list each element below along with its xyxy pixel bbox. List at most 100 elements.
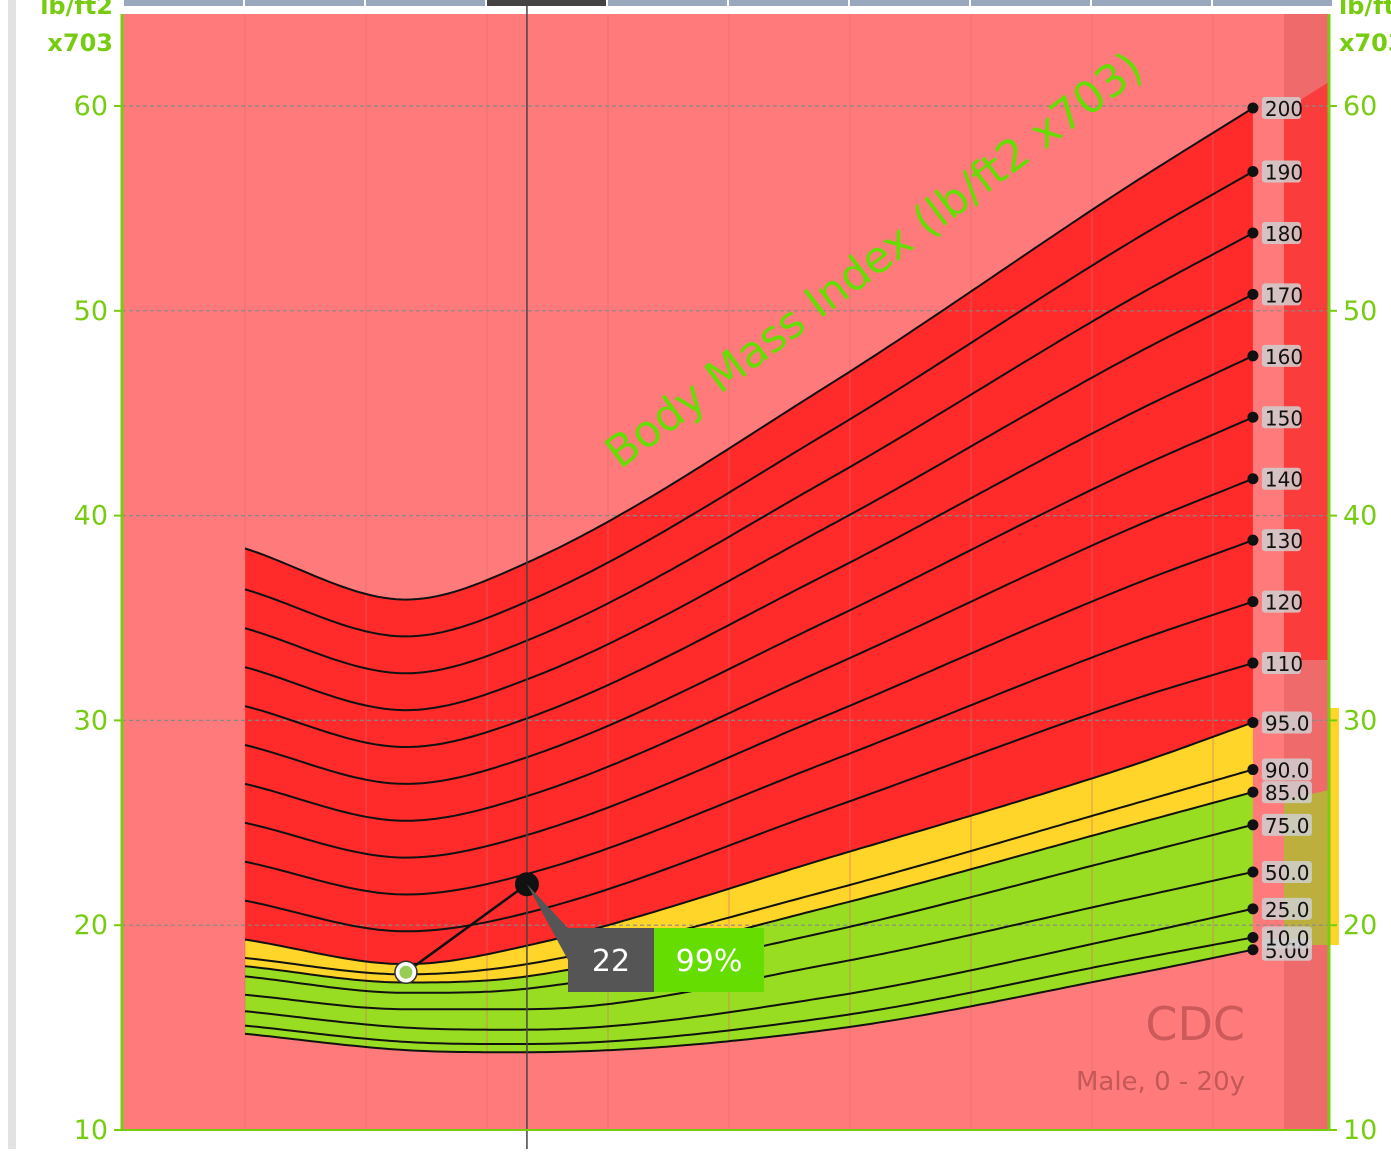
y-tick-label-left: 20 — [74, 910, 108, 941]
y-tick-label-left: 30 — [74, 705, 108, 736]
percentile-line — [244, 936, 1254, 1045]
percentile-line — [244, 539, 1254, 859]
percentile-line — [244, 170, 1254, 638]
percentile-label: 130 — [1265, 529, 1303, 553]
percentile-label-bg — [1261, 781, 1312, 804]
y-axis-unit-left-line2: x703 — [47, 29, 113, 57]
percentile-label-bg — [1261, 813, 1312, 836]
percentile-end-marker — [1247, 166, 1259, 178]
percentile-end-marker — [1247, 350, 1259, 362]
right-zone-edge-yellow — [1329, 708, 1339, 945]
percentile-end-marker — [1247, 102, 1259, 114]
percentile-end-marker — [1247, 786, 1259, 798]
percentile-end-marker — [1247, 764, 1259, 776]
percentile-end-marker — [1247, 716, 1259, 728]
percentile-band — [245, 478, 1253, 858]
top-tab-segment — [124, 0, 243, 6]
tooltip-percentile: 99% — [676, 944, 743, 979]
y-axis-unit-left-line1: lb/ft2 — [40, 0, 113, 20]
percentile-end-marker — [1247, 411, 1259, 423]
percentile-line — [244, 293, 1254, 712]
y-tick-label-right: 20 — [1343, 910, 1377, 941]
top-tab-segment — [850, 0, 969, 6]
percentile-band — [245, 601, 1253, 932]
percentile-label: 110 — [1265, 652, 1303, 676]
percentile-label: 50.0 — [1265, 861, 1310, 885]
percentile-label-bg — [1261, 652, 1301, 675]
tooltip-value-box — [568, 928, 654, 992]
percentile-end-marker — [1247, 657, 1259, 669]
percentile-line — [244, 107, 1254, 601]
percentile-label-bg — [1261, 897, 1312, 920]
percentile-end-marker — [1247, 819, 1259, 831]
percentile-band — [245, 663, 1253, 965]
patient-point-open-center — [399, 965, 413, 979]
top-tab-segment — [487, 0, 606, 6]
percentile-end-marker — [1247, 866, 1259, 878]
percentile-end-marker — [1247, 288, 1259, 300]
percentile-label-bg — [1261, 590, 1301, 613]
percentile-label-bg — [1261, 406, 1301, 429]
percentile-end-marker — [1247, 596, 1259, 608]
y-tick-label-right: 30 — [1343, 705, 1377, 736]
patient-trend-line — [405, 883, 528, 974]
percentile-label: 90.0 — [1265, 759, 1310, 783]
top-tab-segment — [729, 0, 848, 6]
top-tab-segment — [608, 0, 727, 6]
percentile-label: 200 — [1265, 97, 1303, 121]
percentile-label: 170 — [1265, 283, 1303, 307]
percentile-line-layer: 5.0010.025.050.075.085.090.095.011012013… — [244, 0, 1312, 1149]
top-tab-segment — [1092, 0, 1211, 6]
percentile-line — [244, 662, 1254, 933]
percentile-label: 25.0 — [1265, 898, 1310, 922]
percentile-label: 75.0 — [1265, 814, 1310, 838]
percentile-label-bg — [1261, 711, 1312, 734]
y-tick-label-right: 10 — [1343, 1115, 1377, 1146]
tooltip-value: 22 — [592, 944, 630, 979]
percentile-label: 140 — [1265, 468, 1303, 492]
percentile-label-bg — [1261, 467, 1301, 490]
percentile-label-bg — [1261, 283, 1301, 306]
percentile-band — [245, 417, 1253, 821]
axis-layer: lb/ft2 x703 lb/ft2 x703 10 10 20 20 30 30 40 40… — [40, 0, 1391, 1146]
y-tick-label-right: 50 — [1343, 296, 1377, 327]
percentile-label-bg — [1261, 926, 1312, 949]
y-tick-label-right: 40 — [1343, 501, 1377, 532]
percentile-label-bg — [1261, 344, 1301, 367]
percentile-label: 10.0 — [1265, 926, 1310, 950]
percentile-label: 95.0 — [1265, 711, 1310, 735]
percentile-label: 180 — [1265, 222, 1303, 246]
percentile-end-marker — [1247, 931, 1259, 943]
percentile-line — [244, 416, 1254, 785]
percentile-band — [245, 355, 1253, 784]
percentile-label-bg — [1261, 160, 1301, 183]
top-tab-segment — [971, 0, 1090, 6]
y-tick-label-left: 10 — [74, 1115, 108, 1146]
percentile-line — [244, 354, 1254, 748]
percentile-label: 120 — [1265, 591, 1303, 615]
percentile-label-bg — [1261, 221, 1301, 244]
percentile-label-bg — [1261, 97, 1301, 120]
percentile-line — [244, 948, 1254, 1054]
percentile-end-marker — [1247, 534, 1259, 546]
y-tick-label-left: 40 — [74, 501, 108, 532]
percentile-end-marker — [1247, 944, 1259, 956]
percentile-label: 190 — [1265, 161, 1303, 185]
tooltip: 22 99% — [568, 928, 764, 992]
percentile-line — [244, 477, 1254, 822]
top-tab-segment — [366, 0, 485, 6]
percentile-end-marker — [1247, 903, 1259, 915]
percentile-end-marker — [1247, 473, 1259, 485]
y-axis-unit-right-line2: x703 — [1339, 29, 1391, 57]
percentile-line — [244, 232, 1254, 675]
left-scroll-track — [8, 0, 16, 1149]
y-tick-label-right: 60 — [1343, 91, 1377, 122]
percentile-line — [244, 907, 1254, 1031]
percentile-label: 150 — [1265, 406, 1303, 430]
top-tab-segment — [1213, 0, 1332, 6]
percentile-band — [245, 908, 1253, 1044]
percentile-label-bg — [1261, 758, 1312, 781]
chart-subtitle: Male, 0 - 20y — [1076, 1067, 1245, 1097]
percentile-band — [245, 937, 1253, 1053]
